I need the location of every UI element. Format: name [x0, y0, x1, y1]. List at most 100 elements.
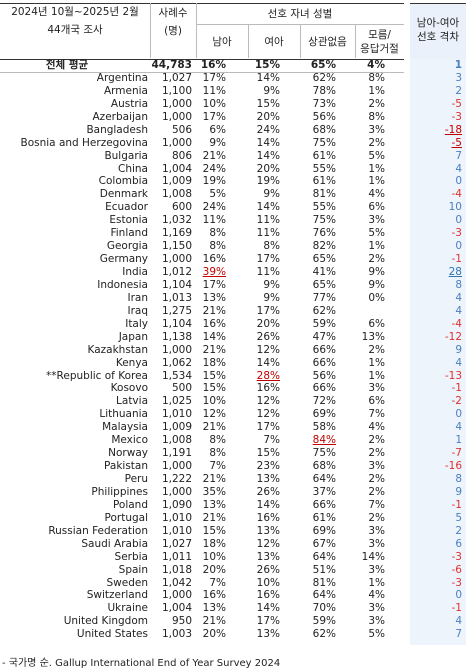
table-cell: 3%	[368, 123, 385, 136]
table-cell: 9%	[368, 266, 385, 278]
country-name: Iraq	[127, 304, 148, 317]
country-name: United Kingdom	[63, 615, 148, 628]
table-cell: 21%	[202, 473, 226, 485]
table-cell: 1,004	[161, 602, 192, 615]
header-dk: 모름/ 응답거절	[360, 28, 399, 55]
table-cell: 51%	[312, 563, 336, 576]
table-row: Sweden 1,042 7% 10% 81% 1% -3	[0, 577, 466, 590]
table-cell: 10%	[202, 550, 226, 563]
gap-cell: -3	[451, 550, 462, 563]
divider	[0, 72, 404, 73]
table-cell: 1,010	[161, 511, 192, 524]
table-cell: 24%	[202, 162, 226, 175]
table-cell: 1%	[368, 576, 385, 589]
table-row: 전체 평균 44,783 16% 15% 65% 4% 1	[0, 59, 466, 72]
table-cell: 7%	[209, 460, 226, 473]
country-name: Philippines	[91, 485, 148, 498]
gap-cell: 6	[455, 537, 462, 550]
country-name: Japan	[118, 330, 148, 343]
table-cell: 14%	[256, 602, 280, 615]
table-cell: 55%	[312, 162, 336, 175]
gap-cell: -4	[451, 188, 462, 201]
country-name: United States	[76, 628, 148, 641]
divider	[150, 3, 151, 58]
table-cell: 13%	[202, 602, 226, 615]
gap-cell: 9	[455, 485, 462, 498]
table-cell: 16%	[202, 317, 226, 330]
table-cell: 13%	[256, 550, 280, 563]
table-cell: 806	[171, 149, 192, 162]
table-cell: 9%	[263, 291, 280, 304]
table-cell: 73%	[312, 97, 336, 110]
gap-cell: 4	[455, 421, 462, 434]
table-cell: 20%	[256, 317, 280, 330]
table-row: Switzerland 1,000 16% 16% 64% 4% 0	[0, 589, 466, 602]
table-row: Austria 1,000 10% 15% 73% 2% -5	[0, 98, 466, 111]
table-cell: 1%	[368, 356, 385, 369]
table-cell: 64%	[312, 589, 336, 602]
table-cell: 12%	[256, 408, 280, 421]
table-cell: 1,009	[161, 175, 192, 188]
table-cell: 81%	[312, 576, 336, 589]
country-name: Argentina	[96, 71, 148, 84]
table-cell: 1,169	[161, 227, 192, 240]
footnote: - 국가명 순. Gallup International End of Yea…	[2, 658, 281, 669]
gap-cell: -1	[451, 498, 462, 511]
table-row: Ecuador 600 24% 14% 55% 6% 10	[0, 201, 466, 214]
table-cell: 18%	[202, 356, 226, 369]
table-cell: 11%	[256, 266, 280, 278]
country-name: Denmark	[99, 188, 148, 201]
table-cell: 65%	[312, 278, 336, 291]
table-cell: 62%	[312, 71, 336, 84]
table-row: Georgia 1,150 8% 8% 82% 1% 0	[0, 240, 466, 253]
table-cell: 62%	[312, 628, 336, 641]
table-row: Estonia 1,032 11% 11% 75% 3% 0	[0, 214, 466, 227]
table-row: Bangladesh 506 6% 24% 68% 3% -18	[0, 124, 466, 137]
gap-cell: 28	[448, 266, 462, 278]
table-cell: 15%	[202, 382, 226, 395]
table-cell: 21%	[202, 615, 226, 628]
table-cell: 1%	[368, 175, 385, 188]
country-name: Azerbaijan	[92, 110, 149, 123]
gap-cell: -3	[451, 110, 462, 123]
table-cell: 1,013	[161, 291, 192, 304]
table-cell: 2%	[368, 343, 385, 356]
table-cell: 17%	[202, 71, 226, 84]
gap-cell: -6	[451, 563, 462, 576]
table-cell: 26%	[256, 485, 280, 498]
table-cell: 6%	[368, 201, 385, 214]
table-cell: 14%	[256, 356, 280, 369]
table-cell: 14%	[256, 201, 280, 214]
table-cell: 20%	[202, 563, 226, 576]
table-cell: 1,000	[161, 97, 192, 110]
table-cell: 39%	[202, 266, 226, 278]
table-cell: 1,150	[161, 240, 192, 253]
country-name: Pakistan	[104, 460, 148, 473]
table-cell: 1,100	[161, 84, 192, 97]
table-cell: 6%	[368, 395, 385, 408]
country-name: Iran	[127, 291, 148, 304]
header-scope: 44개국 조사	[47, 24, 103, 36]
table-cell: 14%	[256, 149, 280, 162]
table-cell: 64%	[312, 550, 336, 563]
country-name: Norway	[108, 447, 148, 460]
table-cell: 70%	[312, 602, 336, 615]
header-period: 2024년 10월~2025년 2월	[11, 6, 139, 18]
table-cell: 14%	[202, 330, 226, 343]
gap-cell: -12	[444, 330, 462, 343]
table-cell: 9%	[263, 278, 280, 291]
table-cell: 8%	[209, 227, 226, 240]
table-cell: 600	[171, 201, 192, 214]
gap-cell: -1	[451, 253, 462, 266]
country-name: Poland	[112, 498, 148, 511]
table-row: Japan 1,138 14% 26% 47% 13% -12	[0, 331, 466, 344]
table-row: Mexico 1,008 8% 7% 84% 2% 1	[0, 434, 466, 447]
gap-cell: -5	[451, 97, 462, 110]
table-row: Spain 1,018 20% 26% 51% 3% -6	[0, 564, 466, 577]
country-name: Estonia	[109, 214, 148, 227]
table-row: Colombia 1,009 19% 19% 61% 1% 0	[0, 175, 466, 188]
table-row: Saudi Arabia 1,027 18% 12% 67% 3% 6	[0, 538, 466, 551]
country-name: Serbia	[114, 550, 148, 563]
gap-cell: -4	[451, 317, 462, 330]
gap-cell: -18	[444, 123, 462, 136]
